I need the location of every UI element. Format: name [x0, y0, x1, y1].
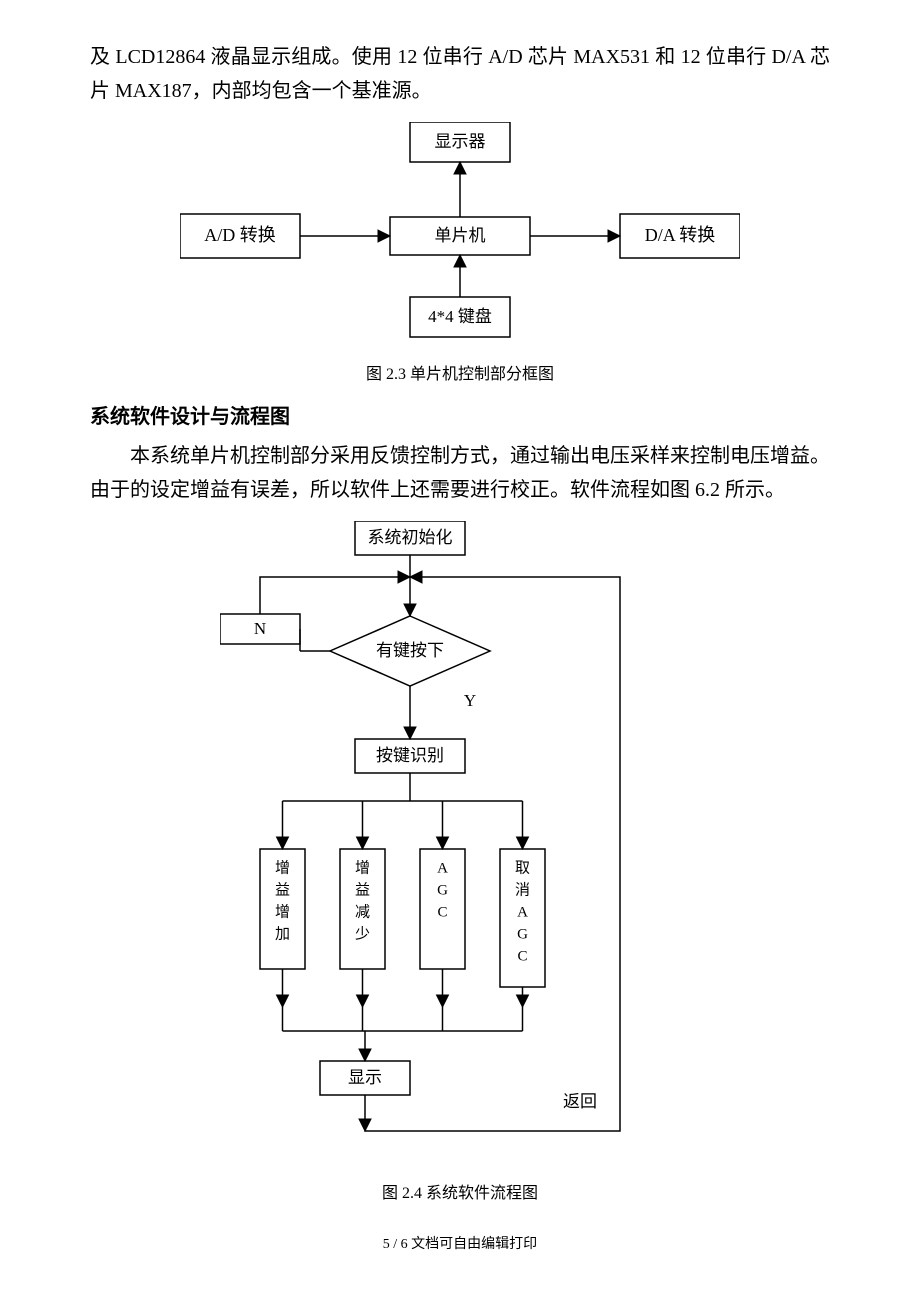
svg-text:消: 消 [515, 881, 530, 898]
svg-text:Y: Y [464, 691, 476, 710]
body-paragraph: 本系统单片机控制部分采用反馈控制方式，通过输出电压采样来控制电压增益。由于的设定… [90, 439, 830, 507]
block-diagram-caption: 图 2.3 单片机控制部分框图 [90, 360, 830, 384]
svg-text:C: C [517, 948, 527, 964]
svg-text:单片机: 单片机 [435, 226, 486, 245]
section-heading: 系统软件设计与流程图 [90, 400, 830, 429]
svg-text:少: 少 [355, 925, 370, 942]
svg-text:取: 取 [515, 859, 530, 876]
svg-text:显示器: 显示器 [435, 132, 486, 151]
svg-text:C: C [437, 904, 447, 920]
svg-text:益: 益 [355, 881, 370, 898]
svg-text:按键识别: 按键识别 [376, 746, 444, 765]
svg-text:益: 益 [275, 881, 290, 898]
svg-text:返回: 返回 [563, 1092, 597, 1111]
flowchart: 系统初始化N有键按下按键识别增益增加增益减少AGC取消AGC显示Y返回 [220, 521, 700, 1171]
svg-text:N: N [254, 619, 266, 638]
svg-text:显示: 显示 [348, 1068, 382, 1087]
svg-text:增: 增 [275, 859, 290, 876]
svg-text:增: 增 [275, 903, 290, 920]
svg-text:系统初始化: 系统初始化 [368, 528, 453, 547]
svg-text:A/D 转换: A/D 转换 [204, 225, 276, 245]
svg-text:4*4 键盘: 4*4 键盘 [428, 307, 492, 326]
svg-text:G: G [437, 882, 448, 898]
intro-paragraph: 及 LCD12864 液晶显示组成。使用 12 位串行 A/D 芯片 MAX53… [90, 40, 830, 108]
svg-text:A: A [517, 904, 528, 920]
svg-text:减: 减 [355, 903, 370, 920]
svg-text:D/A 转换: D/A 转换 [645, 225, 716, 245]
flowchart-caption: 图 2.4 系统软件流程图 [90, 1179, 830, 1203]
svg-text:加: 加 [275, 925, 290, 942]
svg-text:G: G [517, 926, 528, 942]
svg-text:有键按下: 有键按下 [376, 641, 444, 660]
block-diagram: 显示器单片机 A/D 转换 D/A 转换 4*4 键盘 [180, 122, 740, 352]
svg-text:增: 增 [355, 859, 370, 876]
svg-text:A: A [437, 860, 448, 876]
page-footer: 5 / 6 文档可自由编辑打印 [90, 1233, 830, 1253]
